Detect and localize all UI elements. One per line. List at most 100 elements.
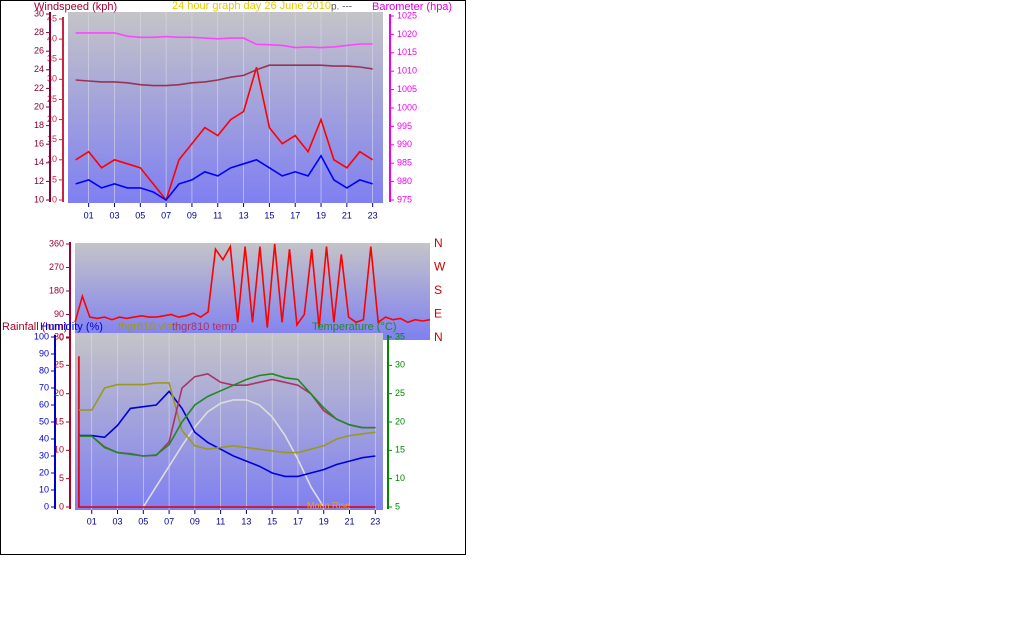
y-tick-label: 10 bbox=[395, 473, 405, 483]
y-tick-label: 40 bbox=[39, 433, 49, 443]
plot-area bbox=[75, 243, 430, 340]
y-tick-label: W bbox=[434, 260, 446, 274]
y-tick-label: 0 bbox=[59, 501, 64, 511]
y-tick-label: 35 bbox=[47, 54, 57, 64]
legend-entry: thgr810 temp bbox=[172, 321, 237, 333]
chart-label: Windspeed (kph) bbox=[34, 1, 117, 13]
y-tick-label: 20 bbox=[34, 101, 44, 111]
series-line bbox=[78, 356, 376, 508]
y-tick-label: E bbox=[434, 307, 442, 321]
x-tick-label: 13 bbox=[241, 516, 251, 526]
series-line bbox=[75, 154, 373, 202]
x-tick-label: 03 bbox=[109, 210, 119, 220]
y-tick-label: N bbox=[434, 330, 443, 344]
chart-label: Barometer (hpa) bbox=[372, 1, 452, 13]
y-tick-label: 985 bbox=[397, 158, 412, 168]
y-tick-label: 20 bbox=[54, 388, 64, 398]
x-tick-label: 01 bbox=[84, 210, 94, 220]
y-tick-label: 0 bbox=[59, 332, 64, 342]
series-line bbox=[75, 32, 373, 49]
y-tick-label: 60 bbox=[39, 399, 49, 409]
legend-entry: Temperature (°C) bbox=[312, 321, 396, 333]
x-tick-label: 05 bbox=[138, 516, 148, 526]
x-tick-label: 11 bbox=[216, 516, 225, 526]
y-tick-label: 5 bbox=[52, 174, 57, 184]
x-tick-label: 19 bbox=[316, 210, 326, 220]
plot-area bbox=[75, 333, 383, 510]
y-tick-label: 12 bbox=[34, 176, 44, 186]
y-tick-label: 28 bbox=[34, 27, 44, 37]
y-tick-label: 25 bbox=[47, 94, 57, 104]
y-tick-label: 18 bbox=[34, 120, 44, 130]
y-tick-label: 24 bbox=[34, 64, 44, 74]
y-tick-label: 995 bbox=[397, 121, 412, 131]
x-tick-label: 17 bbox=[293, 516, 303, 526]
x-tick-label: 07 bbox=[161, 210, 171, 220]
x-tick-label: 05 bbox=[135, 210, 145, 220]
y-tick-label: 90 bbox=[54, 309, 64, 319]
y-tick-label: 5 bbox=[395, 501, 400, 511]
x-tick-label: 07 bbox=[164, 516, 174, 526]
y-tick-label: 15 bbox=[54, 416, 64, 426]
y-tick-label: 70 bbox=[39, 382, 49, 392]
x-tick-label: 23 bbox=[370, 516, 380, 526]
x-tick-label: 15 bbox=[267, 516, 277, 526]
series-line bbox=[74, 243, 431, 328]
y-tick-label: 100 bbox=[34, 331, 49, 341]
y-tick-label: 30 bbox=[47, 74, 57, 84]
y-tick-label: 35 bbox=[395, 331, 405, 341]
series-line bbox=[75, 64, 373, 87]
x-tick-label: 21 bbox=[342, 210, 352, 220]
series-line bbox=[142, 399, 325, 508]
y-tick-label: 26 bbox=[34, 46, 44, 56]
y-tick-label: 1000 bbox=[397, 102, 417, 112]
series-line bbox=[78, 372, 376, 457]
y-tick-label: 990 bbox=[397, 139, 412, 149]
x-tick-label: 09 bbox=[190, 516, 200, 526]
y-tick-label: 15 bbox=[395, 445, 405, 455]
y-tick-label: 16 bbox=[34, 139, 44, 149]
y-tick-label: 25 bbox=[395, 388, 405, 398]
chart-label: Rainfall (mm) bbox=[2, 321, 67, 333]
y-tick-label: 30 bbox=[395, 360, 405, 370]
y-tick-label: 0 bbox=[44, 501, 49, 511]
y-tick-label: 1020 bbox=[397, 29, 417, 39]
x-tick-label: 03 bbox=[113, 516, 123, 526]
x-tick-label: 15 bbox=[264, 210, 274, 220]
y-tick-label: 30 bbox=[54, 331, 64, 341]
x-tick-label: 21 bbox=[344, 516, 354, 526]
legend-entry: Humidity (%) bbox=[40, 321, 103, 333]
x-tick-label: 01 bbox=[87, 516, 97, 526]
series-line bbox=[78, 390, 376, 478]
y-tick-label: 10 bbox=[47, 154, 57, 164]
y-tick-label: 1025 bbox=[397, 10, 417, 20]
x-tick-label: 19 bbox=[319, 516, 329, 526]
y-tick-label: 20 bbox=[47, 114, 57, 124]
y-tick-label: 1005 bbox=[397, 84, 417, 94]
x-tick-label: 11 bbox=[213, 210, 222, 220]
y-tick-label: 1010 bbox=[397, 66, 417, 76]
x-tick-label: 17 bbox=[290, 210, 300, 220]
y-tick-label: 10 bbox=[34, 194, 44, 204]
y-tick-label: 40 bbox=[47, 33, 57, 43]
y-tick-label: 270 bbox=[49, 262, 64, 272]
series-line bbox=[75, 67, 374, 202]
x-tick-label: 23 bbox=[368, 210, 378, 220]
y-tick-label: 90 bbox=[39, 348, 49, 358]
y-tick-label: 180 bbox=[49, 285, 64, 295]
y-tick-label: 20 bbox=[39, 467, 49, 477]
chart-label: Moon Rise bbox=[307, 500, 350, 510]
plot-area bbox=[68, 12, 383, 203]
y-tick-label: 50 bbox=[39, 416, 49, 426]
y-tick-label: 45 bbox=[47, 13, 57, 23]
y-tick-label: 5 bbox=[59, 473, 64, 483]
y-tick-label: 20 bbox=[395, 416, 405, 426]
chart-title: 24 hour graph day 26 June 2010 bbox=[172, 0, 331, 12]
chart-label: p. --- bbox=[331, 2, 352, 13]
y-tick-label: 360 bbox=[49, 238, 64, 248]
y-tick-label: 25 bbox=[54, 360, 64, 370]
y-tick-label: 10 bbox=[54, 445, 64, 455]
y-tick-label: 1015 bbox=[397, 47, 417, 57]
y-tick-label: N bbox=[434, 236, 443, 250]
y-tick-label: 80 bbox=[39, 365, 49, 375]
